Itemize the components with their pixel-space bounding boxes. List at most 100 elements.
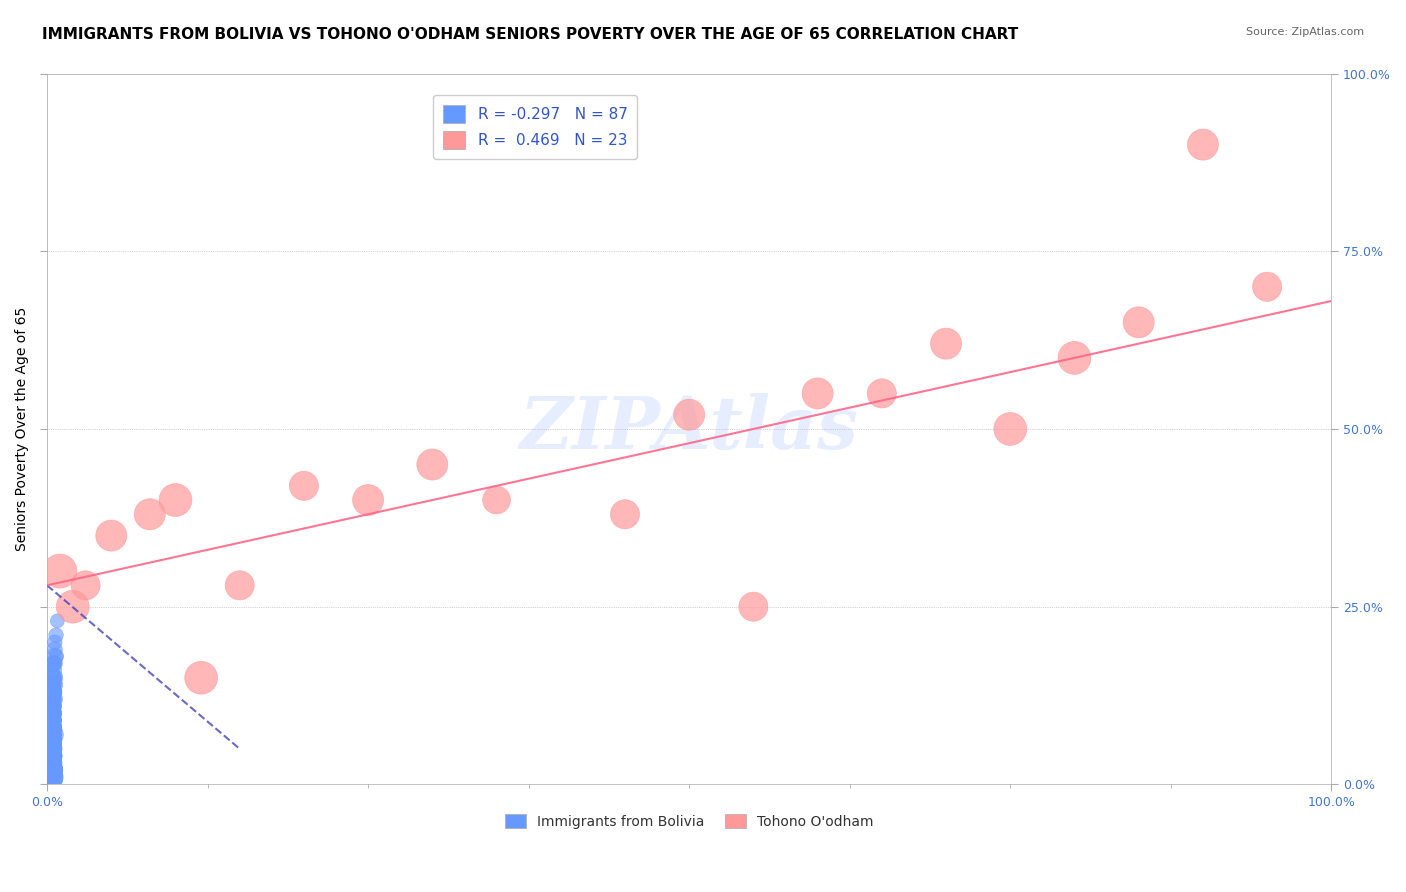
Point — [38, 748, 60, 763]
Point — [38, 728, 60, 742]
Point — [39, 714, 62, 728]
Point — [37, 756, 59, 770]
Legend: Immigrants from Bolivia, Tohono O'odham: Immigrants from Bolivia, Tohono O'odham — [499, 808, 879, 834]
Point — [139, 508, 162, 522]
Point — [41, 678, 63, 692]
Point — [1192, 137, 1215, 152]
Point — [39, 706, 62, 721]
Point — [1256, 280, 1278, 294]
Point — [37, 763, 59, 777]
Point — [62, 599, 84, 614]
Point — [165, 493, 187, 508]
Point — [870, 386, 893, 401]
Point — [38, 742, 60, 756]
Point — [38, 714, 60, 728]
Point — [49, 564, 72, 578]
Point — [42, 685, 65, 699]
Point — [39, 721, 62, 735]
Point — [39, 721, 62, 735]
Point — [39, 728, 62, 742]
Point — [37, 756, 59, 770]
Point — [420, 458, 443, 472]
Point — [39, 714, 62, 728]
Point — [37, 770, 59, 784]
Point — [807, 386, 830, 401]
Point — [45, 628, 67, 642]
Point — [38, 748, 60, 763]
Point — [41, 699, 63, 714]
Point — [42, 657, 65, 671]
Point — [37, 756, 59, 770]
Point — [39, 721, 62, 735]
Point — [485, 493, 508, 508]
Point — [38, 728, 60, 742]
Point — [678, 408, 700, 422]
Point — [41, 678, 63, 692]
Point — [37, 770, 59, 784]
Point — [39, 721, 62, 735]
Point — [37, 763, 59, 777]
Point — [37, 763, 59, 777]
Point — [614, 508, 637, 522]
Point — [38, 735, 60, 749]
Point — [38, 742, 60, 756]
Point — [42, 671, 65, 685]
Point — [44, 642, 66, 657]
Point — [41, 678, 63, 692]
Point — [41, 706, 63, 721]
Point — [38, 735, 60, 749]
Point — [39, 721, 62, 735]
Point — [37, 763, 59, 777]
Point — [37, 763, 59, 777]
Point — [44, 635, 66, 649]
Point — [37, 777, 59, 791]
Point — [38, 748, 60, 763]
Point — [39, 728, 62, 742]
Point — [42, 685, 65, 699]
Point — [41, 685, 63, 699]
Point — [41, 699, 63, 714]
Point — [190, 671, 212, 685]
Point — [38, 742, 60, 756]
Point — [37, 721, 59, 735]
Point — [37, 763, 59, 777]
Point — [37, 742, 59, 756]
Point — [39, 692, 62, 706]
Point — [41, 692, 63, 706]
Point — [38, 742, 60, 756]
Point — [39, 714, 62, 728]
Point — [41, 685, 63, 699]
Point — [38, 742, 60, 756]
Point — [38, 735, 60, 749]
Point — [37, 770, 59, 784]
Point — [39, 714, 62, 728]
Point — [41, 692, 63, 706]
Point — [75, 578, 97, 592]
Point — [44, 649, 66, 664]
Point — [39, 699, 62, 714]
Point — [39, 721, 62, 735]
Point — [38, 748, 60, 763]
Point — [42, 657, 65, 671]
Point — [39, 728, 62, 742]
Point — [44, 657, 66, 671]
Point — [38, 735, 60, 749]
Point — [100, 528, 122, 542]
Point — [42, 671, 65, 685]
Point — [38, 735, 60, 749]
Point — [41, 685, 63, 699]
Point — [41, 692, 63, 706]
Point — [42, 671, 65, 685]
Point — [38, 742, 60, 756]
Point — [39, 699, 62, 714]
Point — [1063, 351, 1085, 365]
Text: ZIPAtlas: ZIPAtlas — [520, 393, 859, 465]
Point — [935, 336, 957, 351]
Point — [45, 649, 67, 664]
Point — [44, 678, 66, 692]
Point — [46, 614, 69, 628]
Point — [38, 748, 60, 763]
Point — [37, 763, 59, 777]
Point — [357, 493, 380, 508]
Point — [1128, 315, 1150, 329]
